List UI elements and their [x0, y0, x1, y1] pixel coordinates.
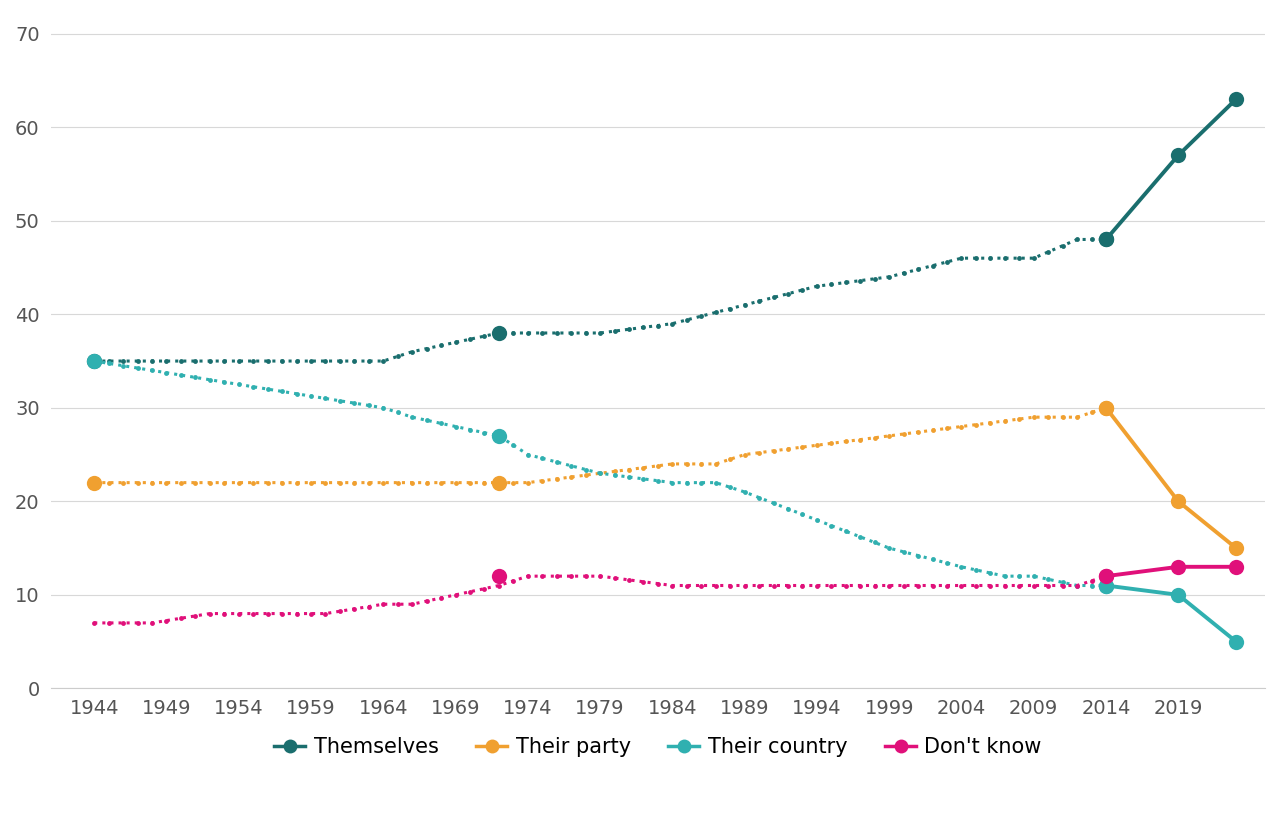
Legend: Themselves, Their party, Their country, Don't know: Themselves, Their party, Their country, …: [266, 729, 1050, 766]
